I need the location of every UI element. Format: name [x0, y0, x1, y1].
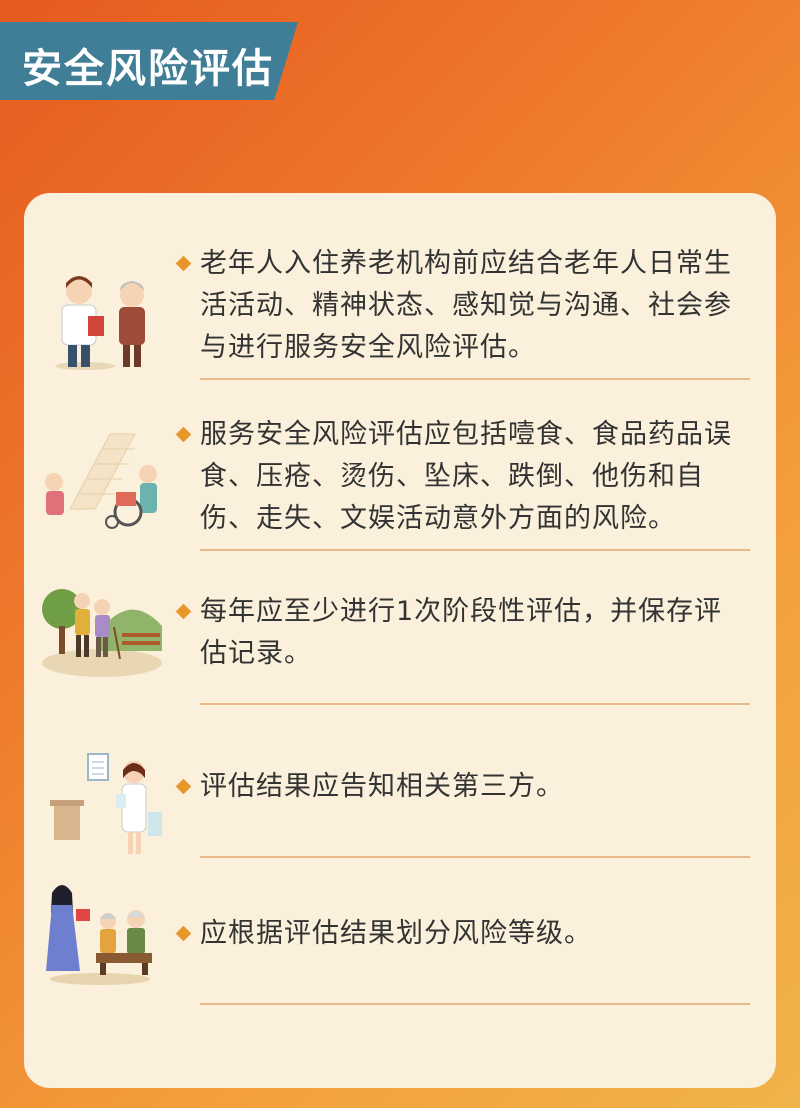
divider: [200, 1003, 750, 1005]
nurse-clipboard-illustration: [50, 753, 162, 854]
caregiver-wheelchair-illustration: [45, 433, 157, 529]
divider: [200, 549, 750, 551]
park-walk-illustration: [42, 589, 162, 677]
divider: [200, 856, 750, 858]
item-text: 评估结果应告知相关第三方。: [200, 771, 564, 802]
item-text: 每年应至少进行1次阶段性评估，并保存评估记录。: [200, 596, 723, 669]
item-text: 服务安全风险评估应包括噎食、食品药品误食、压疮、烫伤、坠床、跌倒、他伤和自伤、走…: [200, 419, 732, 534]
bullet-diamond-icon: [175, 925, 192, 942]
bullet-diamond-icon: [175, 426, 192, 443]
item-text: 应根据评估结果划分风险等级。: [200, 918, 592, 949]
title-banner: 安全风险评估: [0, 22, 298, 100]
doctor-elderly-illustration: [55, 276, 145, 370]
item-text: 老年人入住养老机构前应结合老年人日常生活活动、精神状态、感知觉与沟通、社会参与进…: [200, 248, 732, 363]
bullet-diamond-icon: [175, 603, 192, 620]
gift-giving-illustration: [46, 885, 152, 985]
bullet-diamond-icon: [175, 255, 192, 272]
divider: [200, 703, 750, 705]
page-title: 安全风险评估: [22, 46, 274, 92]
divider: [200, 378, 750, 380]
content-card: 老年人入住养老机构前应结合老年人日常生活活动、精神状态、感知觉与沟通、社会参与进…: [24, 193, 776, 1088]
bullet-diamond-icon: [175, 778, 192, 795]
